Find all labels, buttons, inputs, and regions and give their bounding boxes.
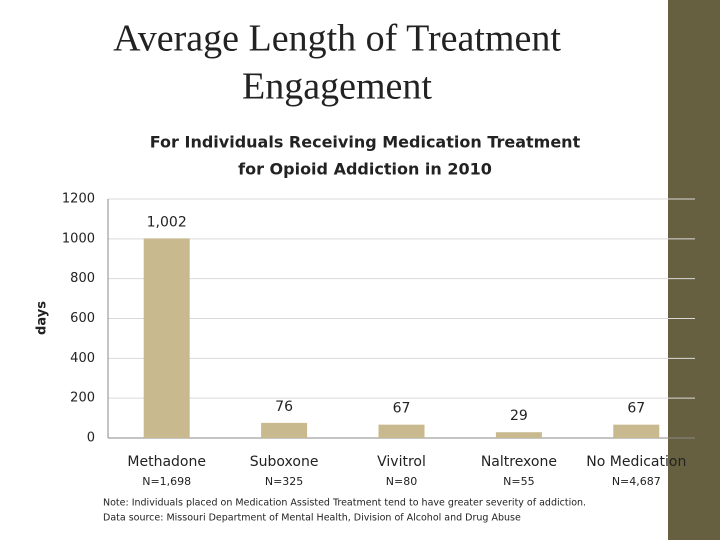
- sample-size: N=325: [265, 475, 303, 488]
- y-tick-label: 0: [87, 431, 95, 446]
- y-tick-label: 200: [70, 391, 95, 406]
- bar: [495, 432, 542, 438]
- y-tick-label: 800: [70, 271, 95, 286]
- subtitle-line: For Individuals Receiving Medication Tre…: [150, 133, 581, 152]
- x-tick-label: Vivitrol: [377, 454, 426, 470]
- y-tick-label: 400: [70, 351, 95, 366]
- y-tick-label: 600: [70, 311, 95, 326]
- side-band: [668, 0, 720, 540]
- x-tick-label: Suboxone: [250, 454, 319, 470]
- note: Data source: Missouri Department of Ment…: [103, 513, 521, 524]
- y-tick-label: 1000: [62, 231, 95, 246]
- value-label: 67: [627, 401, 645, 417]
- y-axis-label: days: [35, 301, 50, 335]
- sample-size: N=1,698: [142, 475, 191, 488]
- x-tick-label: Naltrexone: [481, 454, 557, 470]
- bar: [378, 424, 425, 438]
- x-tick-label: No Medication: [586, 454, 686, 470]
- subtitle-line: for Opioid Addiction in 2010: [238, 160, 492, 179]
- note: Note: Individuals placed on Medication A…: [103, 498, 586, 509]
- title-line: Average Length of Treatment: [113, 18, 561, 60]
- sample-size: N=80: [386, 475, 417, 488]
- x-tick-label: Methadone: [127, 454, 206, 470]
- value-label: 1,002: [147, 214, 187, 230]
- bar: [613, 424, 660, 438]
- bar: [143, 238, 190, 438]
- bar: [261, 422, 308, 438]
- sample-size: N=4,687: [612, 475, 661, 488]
- value-label: 76: [275, 399, 293, 415]
- title-line: Engagement: [242, 66, 432, 108]
- value-label: 67: [393, 401, 411, 417]
- value-label: 29: [510, 408, 528, 424]
- y-tick-label: 1200: [62, 192, 95, 207]
- sample-size: N=55: [503, 475, 534, 488]
